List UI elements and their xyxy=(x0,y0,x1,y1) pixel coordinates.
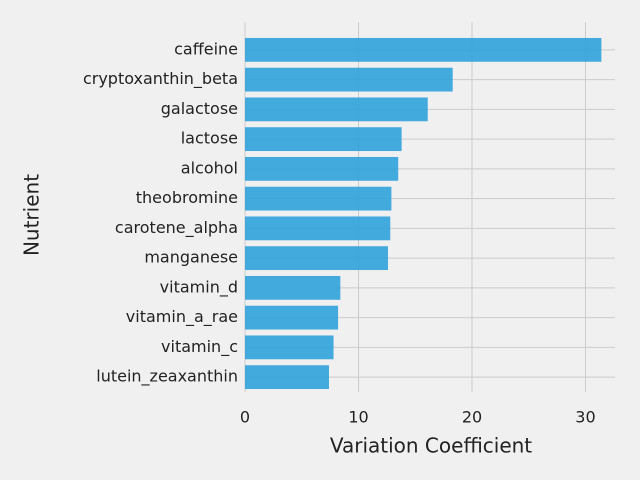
y-tick-label: caffeine xyxy=(174,39,238,58)
y-axis-label: Nutrient xyxy=(20,174,44,256)
y-tick-label: cryptoxanthin_beta xyxy=(83,69,238,89)
y-tick-label: vitamin_d xyxy=(160,277,238,297)
y-tick-label: vitamin_a_rae xyxy=(126,307,238,327)
bar xyxy=(245,127,402,152)
bar xyxy=(245,37,602,62)
bar xyxy=(245,365,329,390)
y-tick-label: lutein_zeaxanthin xyxy=(96,367,238,387)
x-tick-label: 20 xyxy=(462,408,482,427)
bar xyxy=(245,156,399,181)
bar xyxy=(245,246,389,271)
y-tick-label: theobromine xyxy=(136,188,238,207)
bar xyxy=(245,216,391,241)
bar xyxy=(245,97,428,122)
bar xyxy=(245,67,453,92)
bar xyxy=(245,186,392,211)
x-axis-label: Variation Coefficient xyxy=(330,434,532,458)
x-tick-label: 0 xyxy=(240,408,250,427)
y-tick-label: alcohol xyxy=(181,158,238,177)
bar xyxy=(245,275,341,300)
y-tick-label: carotene_alpha xyxy=(115,218,238,238)
y-tick-label: vitamin_c xyxy=(161,337,238,357)
y-tick-label: lactose xyxy=(181,129,238,148)
x-tick-label: 10 xyxy=(348,408,368,427)
bar xyxy=(245,305,339,330)
y-tick-label: manganese xyxy=(144,248,238,267)
x-tick-label: 30 xyxy=(575,408,595,427)
y-tick-label: galactose xyxy=(161,99,238,118)
bar xyxy=(245,335,334,360)
